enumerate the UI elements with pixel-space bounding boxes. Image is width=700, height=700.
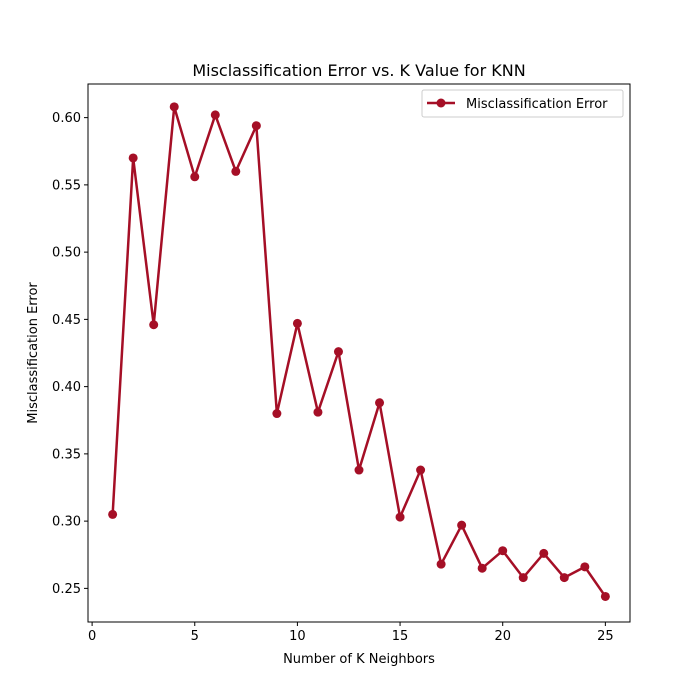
x-tick-label: 20	[494, 629, 511, 644]
x-axis-label: Number of K Neighbors	[283, 652, 435, 667]
x-axis-ticks: 0 5 10 15 20 25	[88, 622, 614, 644]
y-tick-label: 0.50	[52, 246, 81, 261]
y-tick-label: 0.40	[52, 380, 81, 395]
data-point	[354, 465, 364, 475]
plot-area: 0 5 10 15 20 25 0.250.300.350.400.450.500.550…	[52, 83, 631, 644]
data-point	[559, 573, 569, 583]
data-point	[210, 110, 220, 120]
data-point	[395, 512, 405, 522]
y-tick-label: 0.45	[52, 313, 81, 328]
data-point	[251, 121, 261, 131]
data-point	[190, 172, 200, 182]
y-tick-label: 0.30	[52, 515, 81, 530]
data-point	[313, 407, 323, 417]
data-point	[600, 591, 610, 601]
data-point	[108, 509, 118, 519]
x-tick-label: 0	[88, 629, 96, 644]
plot-frame	[87, 83, 631, 623]
y-tick-label: 0.55	[52, 178, 81, 193]
x-tick-label: 15	[392, 629, 409, 644]
y-axis-ticks: 0.25 0.30 0.35 0.40 0.45 0.50 0.55 0.60	[52, 111, 88, 597]
data-point	[539, 548, 549, 558]
data-point	[128, 153, 138, 163]
data-point	[416, 465, 426, 475]
y-tick-label: 0.35	[52, 447, 81, 462]
data-point	[477, 563, 487, 573]
data-point	[498, 546, 508, 556]
data-point	[231, 166, 241, 176]
data-point	[272, 409, 282, 419]
data-point	[169, 102, 179, 112]
series-layer	[108, 102, 610, 601]
legend: Misclassification Error	[421, 89, 624, 118]
x-tick-label: 25	[597, 629, 614, 644]
data-point	[149, 320, 159, 330]
data-point	[436, 559, 446, 569]
legend-box	[421, 89, 624, 118]
y-tick-label: 0.60	[52, 111, 81, 126]
legend-label: Misclassification Error	[466, 97, 608, 112]
chart-title: Misclassification Error vs. K Value for …	[192, 61, 525, 80]
data-point	[333, 347, 343, 357]
y-axis-label: Misclassification Error	[26, 282, 41, 424]
data-point	[518, 573, 528, 583]
legend-marker-sample	[436, 98, 446, 108]
x-tick-label: 5	[191, 629, 199, 644]
data-point	[375, 398, 385, 408]
y-tick-label: 0.25	[52, 582, 81, 597]
x-tick-label: 10	[289, 629, 306, 644]
data-point	[457, 520, 467, 530]
series-line	[111, 105, 607, 598]
data-point	[292, 318, 302, 328]
data-point	[580, 562, 590, 572]
